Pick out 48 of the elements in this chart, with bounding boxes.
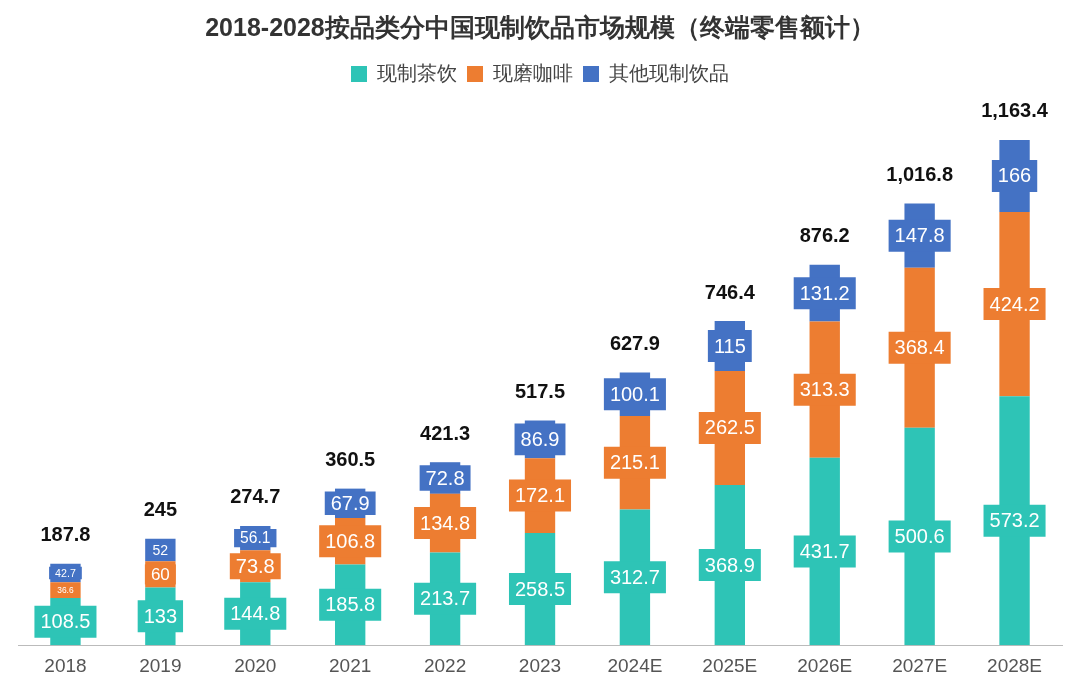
total-label: 517.5 (514, 379, 566, 402)
total-label: 187.8 (40, 523, 91, 546)
x-tick-label: 2024E (607, 654, 663, 676)
data-label: 312.7 (609, 565, 660, 588)
total-label: 360.5 (325, 448, 376, 471)
x-tick-label: 2028E (987, 654, 1043, 676)
total-label: 245 (143, 498, 178, 521)
data-label: 262.5 (704, 416, 755, 439)
x-tick-label: 2022 (423, 654, 467, 676)
data-label: 52 (152, 541, 169, 558)
total-label: 627.9 (609, 332, 660, 354)
x-tick-label: 2020 (234, 654, 277, 676)
legend-label: 其他现制饮品 (609, 61, 729, 84)
data-label: 166 (997, 164, 1032, 187)
x-tick-label: 2018 (44, 654, 87, 676)
data-label: 42.7 (55, 566, 76, 579)
data-label: 60 (150, 565, 170, 585)
data-label: 313.3 (799, 378, 850, 401)
x-tick-label: 2025E (702, 654, 758, 676)
data-label: 431.7 (799, 539, 850, 562)
chart-title: 2018-2028按品类分中国现制饮品市场规模（终端零售额计） (205, 12, 875, 41)
data-label: 147.8 (894, 224, 945, 247)
data-label: 134.8 (420, 511, 471, 534)
x-tick-label: 2026E (797, 654, 853, 676)
data-label: 500.6 (894, 525, 945, 547)
data-label: 573.2 (989, 509, 1040, 532)
data-label: 258.5 (514, 577, 566, 600)
data-label: 368.4 (894, 336, 945, 359)
legend-label: 现磨咖啡 (493, 61, 573, 84)
x-tick-label: 2019 (139, 654, 182, 676)
data-label: 215.1 (609, 451, 660, 474)
total-label: 876.2 (799, 224, 850, 247)
total-label: 746.4 (704, 280, 756, 303)
x-tick-label: 2021 (329, 654, 372, 676)
total-label: 421.3 (420, 421, 471, 444)
total-label: 1,163.4 (981, 99, 1049, 122)
x-tick-label: 2027E (892, 654, 948, 676)
data-label: 213.7 (420, 587, 471, 610)
total-label: 274.7 (230, 485, 281, 508)
data-label: 185.8 (325, 593, 376, 616)
data-label: 368.9 (704, 553, 755, 576)
data-label: 36.6 (57, 585, 74, 596)
data-label: 144.8 (230, 602, 281, 625)
data-label: 172.1 (514, 484, 566, 507)
total-label: 1,016.8 (886, 163, 953, 186)
data-label: 424.2 (989, 292, 1040, 315)
legend-label: 现制茶饮 (377, 61, 457, 84)
x-tick-label: 2023 (518, 654, 562, 676)
